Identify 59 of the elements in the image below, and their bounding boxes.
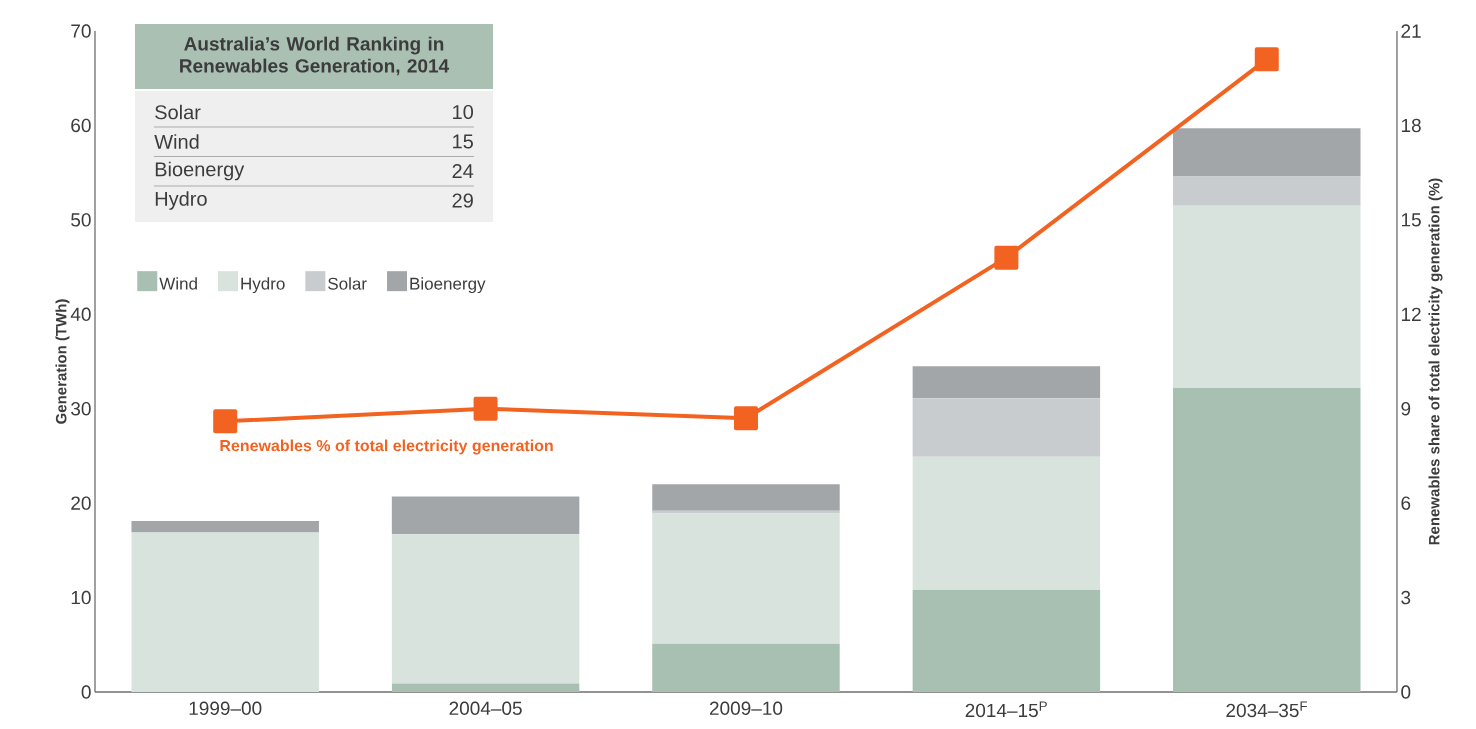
x-tick-label: 2014–15$^{P}$ — [965, 701, 1047, 718]
bar — [652, 510, 840, 514]
bar — [391, 683, 580, 692]
x-tick-label: 1999–00 — [189, 701, 262, 715]
bar — [1173, 387, 1361, 692]
bar — [391, 534, 580, 684]
annotation: Australia’s World Ranking in Renewables Generation, 2014 — [180, 36, 450, 76]
bar — [131, 521, 319, 533]
bar — [1173, 205, 1361, 388]
annotation: 29 — [452, 193, 473, 208]
bar — [391, 496, 580, 535]
legend-label: Bioenergy — [410, 277, 486, 294]
y-tick-label: 40 — [70, 307, 91, 322]
x-tick-label: 2004–05 — [449, 701, 522, 715]
annotation: Wind — [154, 134, 199, 149]
y2-tick-label: 0 — [1401, 685, 1411, 699]
y2-tick-label: 15 — [1401, 213, 1421, 227]
y-axis-title: Generation (TWh) — [55, 299, 70, 424]
series-label: Renewables % of total electricity generation — [220, 439, 553, 455]
legend-label: Solar — [328, 277, 367, 290]
y2-tick-label: 6 — [1401, 496, 1411, 510]
x-tick-label: 2009–10 — [709, 701, 783, 715]
y-tick-label: 50 — [71, 213, 91, 227]
annotation: 10 — [453, 104, 474, 120]
point — [213, 409, 238, 434]
bar — [912, 366, 1101, 399]
legend-label: Hydro — [241, 277, 285, 294]
point — [473, 396, 498, 421]
point — [994, 245, 1019, 270]
bar — [1173, 176, 1361, 206]
bar — [912, 590, 1101, 692]
bar — [652, 484, 840, 511]
annotation: Solar — [155, 104, 201, 120]
annotation: Hydro — [155, 191, 207, 210]
y-tick-label: 30 — [71, 401, 91, 416]
bar — [131, 532, 319, 692]
y2-tick-label: 9 — [1401, 401, 1411, 416]
annotation: 24 — [452, 164, 474, 178]
point — [733, 406, 758, 431]
y-tick-label: 70 — [71, 24, 91, 38]
annotation: 15 — [453, 134, 473, 149]
bar — [1173, 128, 1361, 177]
y-tick-label: 60 — [71, 118, 91, 133]
bar — [912, 456, 1101, 591]
point — [1254, 47, 1279, 72]
bar — [652, 513, 840, 644]
y2-tick-label: 12 — [1401, 307, 1421, 321]
y2-tick-label: 18 — [1401, 118, 1421, 133]
annotation: Bioenergy — [155, 161, 245, 181]
bar — [912, 398, 1101, 457]
y-tick-label: 0 — [81, 685, 91, 699]
y2-tick-label: 21 — [1401, 24, 1421, 38]
y2-tick-label: 3 — [1401, 590, 1411, 605]
y-tick-label: 20 — [71, 496, 91, 510]
y2-axis-title: Renewables share of total electricity generation (%) — [1428, 178, 1443, 545]
legend-label: Wind — [159, 277, 197, 290]
y-tick-label: 10 — [71, 590, 91, 605]
bar — [652, 643, 840, 692]
x-tick-label: 2034–35$^{F}$ — [1226, 701, 1308, 718]
